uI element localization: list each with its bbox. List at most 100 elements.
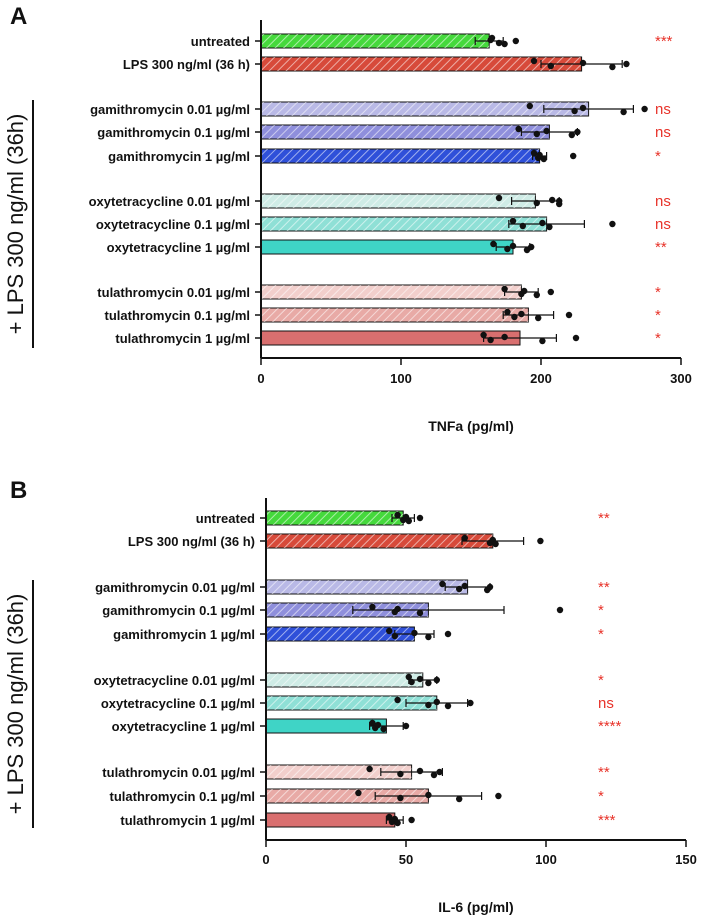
data-point	[433, 676, 440, 684]
data-point	[487, 336, 494, 344]
data-point	[609, 63, 616, 71]
data-point	[402, 722, 410, 730]
data-point	[620, 108, 627, 116]
significance-label: *	[655, 148, 661, 165]
data-point	[533, 199, 540, 207]
data-point	[501, 40, 508, 48]
data-point	[565, 311, 573, 319]
category-label: untreated	[191, 34, 250, 49]
data-point	[579, 104, 587, 112]
data-point	[518, 310, 525, 318]
data-point	[512, 37, 519, 45]
data-point	[539, 337, 546, 345]
data-point	[386, 627, 393, 635]
x-tick-label: 50	[399, 852, 413, 867]
chart-b: untreated **LPS 300 ng/ml (36 h)gamithrom…	[94, 498, 697, 915]
data-point	[519, 222, 526, 230]
significance-label: ns	[655, 193, 671, 210]
significance-label: ns	[655, 124, 671, 141]
x-tick-label: 100	[535, 852, 557, 867]
data-point	[530, 149, 538, 157]
x-tick-label: 300	[670, 371, 692, 386]
data-point	[408, 678, 415, 686]
data-point	[391, 632, 398, 640]
data-point	[425, 701, 432, 709]
data-point	[411, 629, 418, 637]
x-tick-label: 0	[262, 852, 269, 867]
bar-hatch	[261, 102, 589, 116]
data-point	[461, 534, 468, 542]
bar-hatch	[266, 627, 415, 641]
x-axis-label: IL-6 (pg/ml)	[438, 899, 513, 915]
bar-hatch	[261, 125, 550, 139]
data-point	[374, 721, 382, 729]
data-point	[501, 285, 508, 293]
category-label: tulathromycin 0.01 µg/ml	[97, 285, 250, 300]
data-point	[556, 197, 563, 205]
significance-label: **	[598, 764, 610, 781]
bar-hatch	[266, 534, 493, 548]
x-tick-label: 0	[257, 371, 264, 386]
data-point	[444, 630, 452, 638]
data-point	[394, 511, 401, 519]
bar	[265, 812, 396, 828]
data-point	[369, 719, 376, 727]
data-point	[461, 582, 468, 590]
bar-hatch	[261, 194, 536, 208]
data-point	[536, 151, 543, 159]
data-point	[623, 60, 630, 68]
data-point	[571, 107, 578, 115]
bar-hatch	[261, 149, 540, 163]
significance-label: **	[655, 239, 667, 256]
data-point	[495, 792, 502, 800]
significance-label: **	[598, 579, 610, 596]
category-label: oxytetracycline 0.01 µg/ml	[89, 194, 250, 209]
x-tick-label: 100	[390, 371, 412, 386]
category-label: gamithromycin 0.01 µg/ml	[90, 102, 250, 117]
significance-label: ns	[655, 216, 671, 233]
data-point	[509, 242, 517, 250]
bar-hatch	[266, 765, 412, 779]
category-label: gamithromycin 0.1 µg/ml	[102, 603, 255, 618]
category-label: tulathromycin 1 µg/ml	[120, 813, 255, 828]
data-point	[546, 223, 553, 231]
significance-label: *	[598, 602, 604, 619]
data-point	[579, 59, 587, 67]
data-point	[526, 102, 533, 110]
data-point	[380, 725, 387, 733]
data-point	[574, 128, 581, 136]
significance-label: *	[655, 307, 661, 324]
data-point	[355, 789, 362, 797]
category-label: oxytetracycline 1 µg/ml	[112, 719, 255, 734]
data-point	[416, 514, 424, 522]
data-point	[501, 333, 508, 341]
data-point	[425, 679, 432, 687]
data-point	[467, 699, 474, 707]
group-label-b: + LPS 300 ng/ml (36h)	[3, 594, 28, 815]
category-label: tulathromycin 0.01 µg/ml	[102, 765, 255, 780]
data-point	[543, 127, 550, 135]
data-point	[433, 698, 440, 706]
data-point	[394, 605, 401, 613]
data-point	[486, 583, 494, 591]
data-point	[572, 334, 580, 342]
data-point	[556, 606, 564, 614]
significance-label: *	[655, 330, 661, 347]
data-point	[609, 220, 616, 228]
category-label: tulathromycin 1 µg/ml	[115, 331, 250, 346]
data-point	[504, 245, 511, 253]
category-label: oxytetracycline 0.1 µg/ml	[96, 217, 250, 232]
data-point	[408, 816, 415, 824]
category-label: LPS 300 ng/ml (36 h)	[123, 57, 250, 72]
data-point	[521, 287, 528, 295]
panel-label-b: B	[10, 477, 27, 504]
data-point	[444, 702, 452, 710]
bar-hatch	[266, 580, 468, 594]
significance-label: *	[655, 284, 661, 301]
bar-hatch	[261, 308, 529, 322]
significance-label: ns	[655, 101, 671, 118]
bar-hatch	[266, 696, 437, 710]
category-label: oxytetracycline 0.1 µg/ml	[101, 696, 255, 711]
significance-label: ****	[598, 718, 622, 735]
